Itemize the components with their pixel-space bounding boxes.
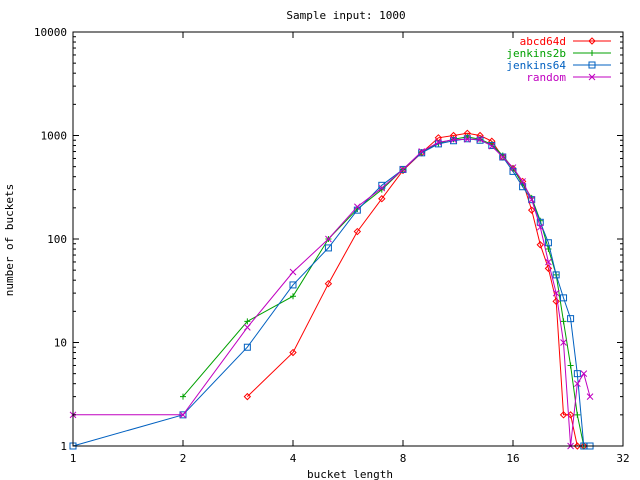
legend-label: jenkins64 <box>506 59 566 72</box>
legend-label: jenkins2b <box>506 47 566 60</box>
series-random <box>69 135 594 450</box>
data-point <box>536 241 544 249</box>
data-point <box>435 138 442 146</box>
data-point <box>399 166 407 173</box>
data-point <box>353 227 362 236</box>
data-point <box>399 165 407 173</box>
data-point <box>527 206 536 214</box>
legend-marker <box>588 73 596 81</box>
data-point <box>573 442 582 450</box>
data-point <box>499 153 507 161</box>
data-point <box>488 142 496 150</box>
data-point <box>289 348 297 357</box>
data-point <box>544 239 552 247</box>
data-point <box>244 318 251 325</box>
legend-label: abcd64d <box>520 35 566 48</box>
data-point <box>450 136 457 144</box>
data-point <box>552 289 560 297</box>
data-point <box>544 264 553 273</box>
data-point <box>567 315 575 323</box>
data-point <box>353 203 361 211</box>
data-point <box>552 271 560 279</box>
data-point <box>586 393 594 400</box>
data-point <box>536 223 544 231</box>
legend-marker <box>588 61 596 69</box>
data-point <box>463 135 471 143</box>
data-point <box>573 370 581 378</box>
data-point <box>325 235 332 243</box>
x-tick-label: 8 <box>400 452 407 465</box>
data-point <box>567 362 574 369</box>
data-point <box>519 178 526 185</box>
data-point <box>509 164 517 171</box>
y-axis-label: number of buckets <box>3 184 16 297</box>
x-tick-label: 1 <box>70 452 77 465</box>
data-point <box>243 343 251 351</box>
data-point <box>378 195 386 203</box>
data-point <box>289 281 297 289</box>
x-tick-label: 32 <box>616 452 629 465</box>
data-point <box>580 370 588 378</box>
data-point <box>180 393 186 400</box>
data-point <box>560 339 567 346</box>
x-axis-label: bucket length <box>307 468 393 480</box>
data-point <box>418 149 426 157</box>
y-tick-label: 100 <box>47 233 67 246</box>
series-line <box>73 138 591 447</box>
data-point <box>418 148 426 155</box>
data-point <box>289 268 297 276</box>
data-point <box>450 137 458 145</box>
data-point <box>573 380 581 388</box>
data-point <box>528 196 536 204</box>
axes: 1 2 4 8 16 32 1 10 100 1000 10000 <box>34 26 630 465</box>
x-tick-label: 4 <box>290 452 297 465</box>
y-tick-label: 1000 <box>41 130 68 143</box>
legend-label: random <box>526 71 566 84</box>
data-point <box>324 244 332 252</box>
data-point <box>324 279 333 288</box>
data-point <box>378 184 386 192</box>
data-point <box>545 258 552 266</box>
data-point <box>560 294 568 302</box>
data-point <box>476 135 484 143</box>
data-point <box>528 196 536 204</box>
data-point <box>179 411 187 419</box>
legend-marker <box>589 50 595 56</box>
series-abcd64d <box>243 129 588 450</box>
data-point <box>560 318 567 325</box>
data-point <box>290 293 296 300</box>
plot-area <box>69 129 594 450</box>
data-point <box>499 153 507 161</box>
series-line <box>72 138 590 447</box>
data-point <box>552 297 560 306</box>
data-point <box>243 392 252 401</box>
data-point <box>476 136 484 144</box>
data-point <box>559 411 568 419</box>
y-tick-label: 10 <box>54 337 67 350</box>
x-tick-label: 16 <box>506 452 519 465</box>
series-line <box>246 132 584 447</box>
y-tick-label: 10000 <box>34 26 67 39</box>
data-point <box>488 142 496 150</box>
series-line <box>182 136 585 447</box>
legend-marker <box>588 37 596 45</box>
plot-frame <box>72 31 624 447</box>
data-point <box>243 324 251 331</box>
data-point <box>536 218 544 226</box>
chart-title: Sample input: 1000 <box>286 9 405 22</box>
x-tick-label: 2 <box>180 452 187 465</box>
y-tick-label: 1 <box>60 440 67 453</box>
data-point <box>574 411 581 418</box>
series-jenkins64 <box>69 135 594 450</box>
